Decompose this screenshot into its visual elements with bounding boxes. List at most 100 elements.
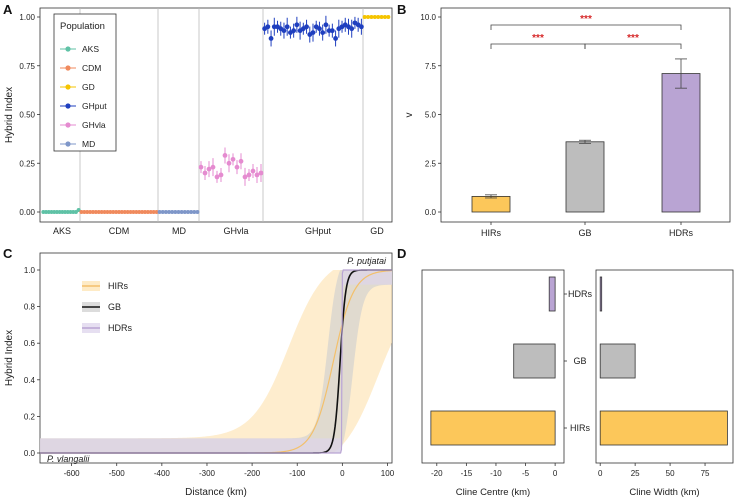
data-point [333,36,338,41]
data-point [134,210,139,214]
group-label: GD [370,226,384,236]
legend-title: Population [60,21,105,32]
bar [565,141,605,213]
x-tick-label: -20 [431,469,443,478]
data-point [379,15,384,19]
confidence-band [40,270,392,453]
bar [599,276,603,312]
y-axis-title: Hybrid Index [4,330,15,386]
y-tick-label: 0.50 [19,111,35,120]
y-tick-label: GB [573,356,586,366]
data-point [160,210,165,214]
panel-letter-d: D [397,246,406,261]
x-tick-label: HDRs [669,228,693,238]
legend-label: AKS [82,44,99,54]
y-tick-label: 1.0 [24,266,36,275]
bar [599,343,636,379]
panel-letter-c: C [3,246,13,261]
legend-swatch [65,122,71,128]
data-point [366,15,371,19]
x-tick-label: 100 [381,469,395,478]
data-point [102,210,107,214]
data-point [91,210,95,214]
data-point [82,210,87,214]
data-point [323,22,329,28]
data-point [218,172,224,178]
data-point [128,210,133,214]
data-point [108,210,113,214]
bar [661,73,701,213]
plot-area [40,269,392,454]
data-point [131,210,136,214]
data-point [376,15,381,19]
data-point [157,210,162,214]
data-point [122,210,127,214]
data-point [317,26,322,32]
x-tick-label: -500 [109,469,126,478]
x-tick-label: -400 [154,469,171,478]
significance-bracket [490,24,682,30]
y-axis-title: v [404,113,415,118]
group-label: AKS [53,226,71,236]
data-point [372,15,377,19]
cline-line [40,269,392,454]
data-point [93,210,98,214]
data-point [362,15,367,19]
x-axis-title: Cline Centre (km) [456,487,530,498]
y-tick-label: 0.75 [19,62,35,71]
y-tick-label: 0.4 [24,376,36,385]
y-tick-label: 0.6 [24,339,36,348]
data-point [189,210,194,214]
data-point [182,210,187,214]
data-point [202,170,208,176]
x-tick-label: 0 [340,469,345,478]
data-point [242,174,248,180]
x-tick-label: 50 [666,469,675,478]
y-tick-label: 0.0 [425,208,437,217]
data-point [163,210,168,214]
data-point [222,153,228,158]
data-point [117,210,121,214]
data-point [99,210,104,214]
bar [513,343,556,379]
plot-frame [421,269,565,464]
data-point [170,210,175,214]
legend-label: CDM [82,63,101,73]
annotation-putjatai: P. putjatai [347,256,387,266]
confidence-band [40,270,392,453]
data-point [114,210,119,214]
bar [430,410,556,446]
data-point [154,210,159,214]
significance-bracket [490,43,586,49]
legend-box [53,13,117,152]
data-point [79,210,84,214]
data-point [294,22,300,28]
legend-swatch [65,46,71,52]
plot-frame [595,269,734,464]
group-label: GHput [305,226,332,236]
x-tick-label: -200 [244,469,261,478]
x-tick-label: -100 [289,469,306,478]
x-tick-label: 0 [598,469,603,478]
data-point [167,210,172,214]
y-tick-label: 1.00 [19,13,35,22]
data-point [88,210,93,214]
legend-label: GD [82,82,95,92]
annotation-vlangalii: P. vlangalii [47,454,90,464]
data-point [320,30,326,35]
y-tick-label: 0.8 [24,303,36,312]
data-point [125,210,130,214]
x-tick-label: -15 [461,469,473,478]
data-point [234,164,240,170]
data-point [265,24,271,30]
data-point [179,210,184,214]
data-point [258,170,264,176]
x-tick-label: -10 [490,469,502,478]
y-tick-label: 0.0 [24,449,36,458]
data-point [137,210,142,214]
data-point [254,172,260,178]
x-tick-label: 0 [553,469,558,478]
data-point [195,210,200,214]
data-point [148,210,153,214]
